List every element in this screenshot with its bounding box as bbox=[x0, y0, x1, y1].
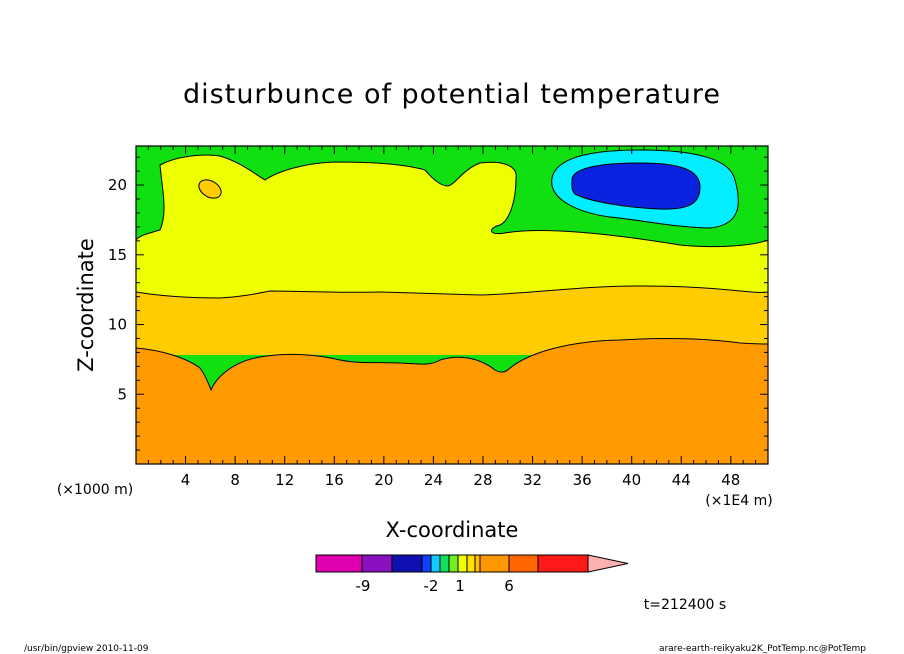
colorbar-label: 6 bbox=[504, 577, 514, 595]
x-tick-label: 48 bbox=[721, 471, 740, 489]
colorbar-swatch bbox=[315, 554, 363, 573]
fill-blue-region bbox=[571, 162, 701, 210]
x-tick-label: 40 bbox=[622, 471, 641, 489]
x-tick-label: 36 bbox=[573, 471, 592, 489]
colorbar-swatch bbox=[430, 554, 441, 573]
x-tick-label: 12 bbox=[275, 471, 294, 489]
footer-right: arare-earth-reikyaku2K_PotTemp.nc@PotTem… bbox=[659, 644, 866, 654]
contour-line-orange-yellow bbox=[135, 285, 769, 299]
y-tick-label: 15 bbox=[108, 246, 127, 264]
colorbar-swatch bbox=[361, 554, 393, 573]
footer-left: /usr/bin/gpview 2010-11-09 bbox=[24, 644, 149, 654]
colorbar-swatch bbox=[479, 554, 510, 573]
contour-lines bbox=[135, 154, 769, 392]
plot-frame bbox=[135, 145, 769, 465]
x-tick-label: 8 bbox=[230, 471, 240, 489]
x-axis-title: X-coordinate bbox=[386, 518, 519, 542]
colorbar-swatch bbox=[439, 554, 450, 573]
x-tick-label: 28 bbox=[473, 471, 492, 489]
fill-deep-orange-region bbox=[136, 338, 768, 464]
colorbar-swatch bbox=[448, 554, 459, 573]
time-label: t=212400 s bbox=[644, 597, 726, 613]
y-tick-label: 20 bbox=[108, 176, 127, 194]
x-tick-label: 4 bbox=[181, 471, 191, 489]
y-tick-label: 10 bbox=[108, 316, 127, 334]
fill-light-orange-region bbox=[136, 286, 768, 355]
chart-title: disturbunce of potential temperature bbox=[183, 79, 721, 110]
colorbar-swatch bbox=[537, 554, 589, 573]
colorbar-label: 1 bbox=[455, 577, 465, 595]
y-axis-ticks: 5 10 15 20 bbox=[108, 156, 768, 451]
x-tick-label: 44 bbox=[672, 471, 691, 489]
colorbar-swatch bbox=[421, 554, 432, 573]
colorbar-swatch bbox=[466, 554, 476, 573]
colorbar-swatch bbox=[457, 554, 468, 573]
x-tick-label: 16 bbox=[325, 471, 344, 489]
y-tick-label: 5 bbox=[117, 385, 127, 403]
contour-line-yellow-green bbox=[135, 154, 769, 248]
colorbar-swatch bbox=[508, 554, 539, 573]
colorbar-arrow bbox=[587, 554, 629, 573]
fill-small-orange-blob bbox=[198, 179, 222, 199]
colorbar-swatch bbox=[474, 554, 481, 573]
colorbar-swatch bbox=[391, 554, 423, 573]
y-unit-label: (×1000 m) bbox=[57, 482, 133, 498]
x-tick-label: 32 bbox=[523, 471, 542, 489]
x-unit-label: (×1E4 m) bbox=[705, 493, 772, 509]
x-tick-label: 20 bbox=[374, 471, 393, 489]
fill-yellow-region bbox=[136, 155, 768, 300]
colorbar bbox=[315, 554, 629, 573]
x-axis-ticks: 4 8 12 16 20 24 28 32 36 40 44 48 bbox=[147, 146, 757, 489]
y-axis-title: Z-coordinate bbox=[74, 238, 98, 372]
contour-fills bbox=[136, 146, 768, 464]
x-tick-label: 24 bbox=[424, 471, 443, 489]
colorbar-label: -2 bbox=[424, 577, 439, 595]
contour-line-deep-orange bbox=[135, 338, 769, 392]
colorbar-label: -9 bbox=[356, 577, 371, 595]
